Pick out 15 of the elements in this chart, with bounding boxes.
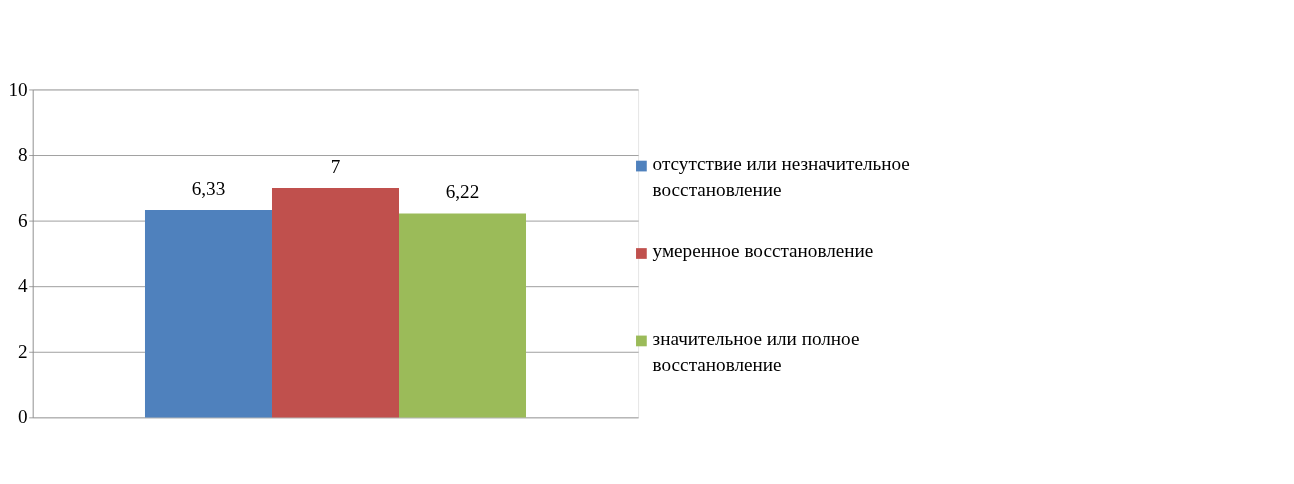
legend-label: умеренное восстановление <box>652 240 874 262</box>
data-label: 6,33 <box>191 177 226 199</box>
legend-label: отсутствие или незначительное восстановление <box>652 153 910 200</box>
y-tick-label: 10 <box>8 78 28 100</box>
bar <box>144 209 272 418</box>
y-tick-label: 6 <box>18 209 28 231</box>
y-tick-label: 2 <box>18 340 28 362</box>
bar <box>271 187 399 418</box>
data-label: 6,22 <box>445 181 480 203</box>
y-tick-label: 8 <box>18 144 28 166</box>
data-label: 7 <box>330 155 341 177</box>
y-tick-label: 4 <box>18 275 28 297</box>
bar <box>399 213 527 418</box>
y-tick-label: 0 <box>18 406 28 428</box>
legend-label: значительное или полное восстановление <box>652 327 860 375</box>
